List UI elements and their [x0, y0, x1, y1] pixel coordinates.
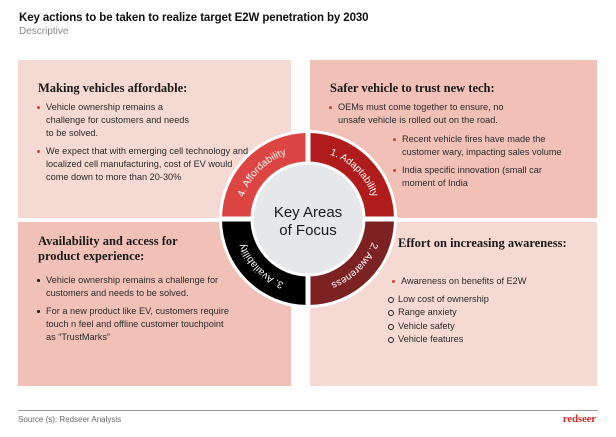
- segment-availability: [222, 219, 308, 305]
- quadrant-heading: Safer vehicle to trust new tech:: [330, 81, 495, 95]
- quadrant-heading: Making vehicles affordable:: [38, 81, 188, 95]
- sub-bullet-item: Low cost of ownership: [388, 293, 592, 307]
- bullet-list: Vehicle ownership remains a challenge fo…: [37, 101, 248, 189]
- bullet-item: We expect that with emerging cell techno…: [37, 145, 252, 184]
- quadrant-availability: Availability and access for product expe…: [18, 222, 291, 386]
- bullet-list: OEMs must come together to ensure, no un…: [329, 101, 529, 132]
- quadrant-heading: Availability and access for product expe…: [38, 234, 178, 263]
- bullet-item: Recent vehicle fires have made the custo…: [393, 133, 578, 159]
- segment-adaptability: [308, 133, 394, 219]
- bullet-item: For a new product like EV, customers req…: [37, 305, 232, 344]
- sub-bullet-item: Range anxiety: [388, 306, 592, 320]
- center-circle: [250, 161, 366, 277]
- quadrant-awareness: Effort on increasing awareness: Awarenes…: [310, 222, 597, 386]
- redseer-logo: redseer: [562, 413, 596, 425]
- bullet-item: Awareness on benefits of E2W: [392, 275, 592, 289]
- bullet-item: India specific innovation (small car mom…: [393, 164, 553, 190]
- segment-affordability: [222, 133, 308, 219]
- sub-bullet-item: Vehicle safety: [388, 320, 592, 334]
- bullet-item: OEMs must come together to ensure, no un…: [329, 101, 524, 127]
- sub-bullet-item: Vehicle features: [388, 333, 592, 347]
- source-note: Source (s): Redseer Analysis: [18, 415, 122, 424]
- bullet-item: Vehicle ownership remains a challenge fo…: [37, 101, 197, 140]
- footer-divider: [18, 410, 598, 411]
- center-title-line1: Key Areas: [274, 204, 342, 221]
- page-subtitle: Descriptive: [19, 26, 69, 37]
- bullet-list: Vehicle ownership remains a challenge fo…: [37, 274, 237, 349]
- bullet-list: Recent vehicle fires have made the custo…: [393, 133, 593, 195]
- segment-awareness: [308, 219, 394, 305]
- bullet-item: Vehicle ownership remains a challenge fo…: [37, 274, 222, 300]
- page-title: Key actions to be taken to realize targe…: [19, 12, 369, 24]
- key-areas-wheel: 4. Affordability 1. Adaptability 2. Awar…: [218, 129, 398, 309]
- quadrant-affordable: Making vehicles affordable: Vehicle owne…: [18, 60, 291, 218]
- quadrant-heading: Effort on increasing awareness:: [398, 236, 567, 250]
- quadrant-safer-vehicle: Safer vehicle to trust new tech: OEMs mu…: [310, 60, 597, 218]
- center-title-line2: of Focus: [279, 222, 337, 239]
- bullet-list: Awareness on benefits of E2W Low cost of…: [388, 275, 592, 347]
